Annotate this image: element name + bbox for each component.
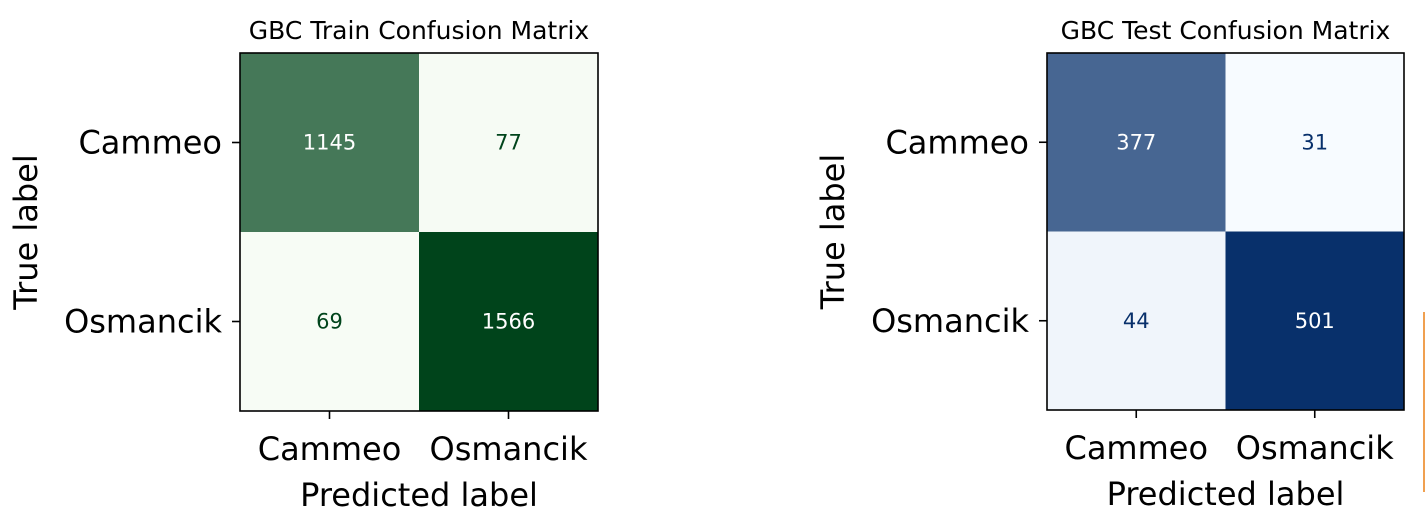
cell-value-label: 377 <box>1116 130 1156 154</box>
x-tick-label: Cammeo <box>1064 429 1208 467</box>
x-axis-label: Predicted label <box>300 476 538 514</box>
plot-frame <box>1046 52 1405 411</box>
x-tick-label: Osmancik <box>1236 429 1394 467</box>
chart-title: GBC Train Confusion Matrix <box>249 16 589 45</box>
y-tick-label: Cammeo <box>885 123 1029 161</box>
matrix-cell <box>1225 53 1404 232</box>
cell-value-label: 1145 <box>303 131 356 155</box>
y-tick-label: Osmancik <box>871 302 1029 340</box>
cell-value-label: 77 <box>495 131 522 155</box>
y-axis-label: True label <box>7 154 45 311</box>
cell-value-label: 501 <box>1295 309 1335 333</box>
matrix-cell <box>240 232 419 411</box>
x-axis-label: Predicted label <box>1107 475 1345 513</box>
matrix-cell <box>419 53 598 232</box>
matrix-cell <box>1047 53 1226 232</box>
y-tick-label: Osmancik <box>64 303 222 341</box>
cell-value-label: 31 <box>1301 130 1328 154</box>
matrix-cell <box>1225 231 1404 410</box>
cell-value-label: 1566 <box>482 310 535 334</box>
matrix-cell <box>1047 231 1226 410</box>
confusion-matrix-panel-2: GBC Test Confusion Matrix 377 31 44 501 Camme… <box>814 16 1405 513</box>
y-tick-label: Cammeo <box>78 124 222 162</box>
y-axis-label: True label <box>814 154 852 311</box>
x-tick-label: Cammeo <box>258 430 402 468</box>
matrix-cell <box>240 53 419 232</box>
plot-frame <box>239 52 599 412</box>
matrix-cell <box>419 232 598 411</box>
chart-title: GBC Test Confusion Matrix <box>1061 16 1391 45</box>
confusion-matrix-panel-1: GBC Train Confusion Matrix 1145 77 69 1566 Ca… <box>7 16 599 514</box>
cell-value-label: 69 <box>316 310 343 334</box>
x-tick-label: Osmancik <box>430 430 588 468</box>
cell-value-label: 44 <box>1123 309 1150 333</box>
